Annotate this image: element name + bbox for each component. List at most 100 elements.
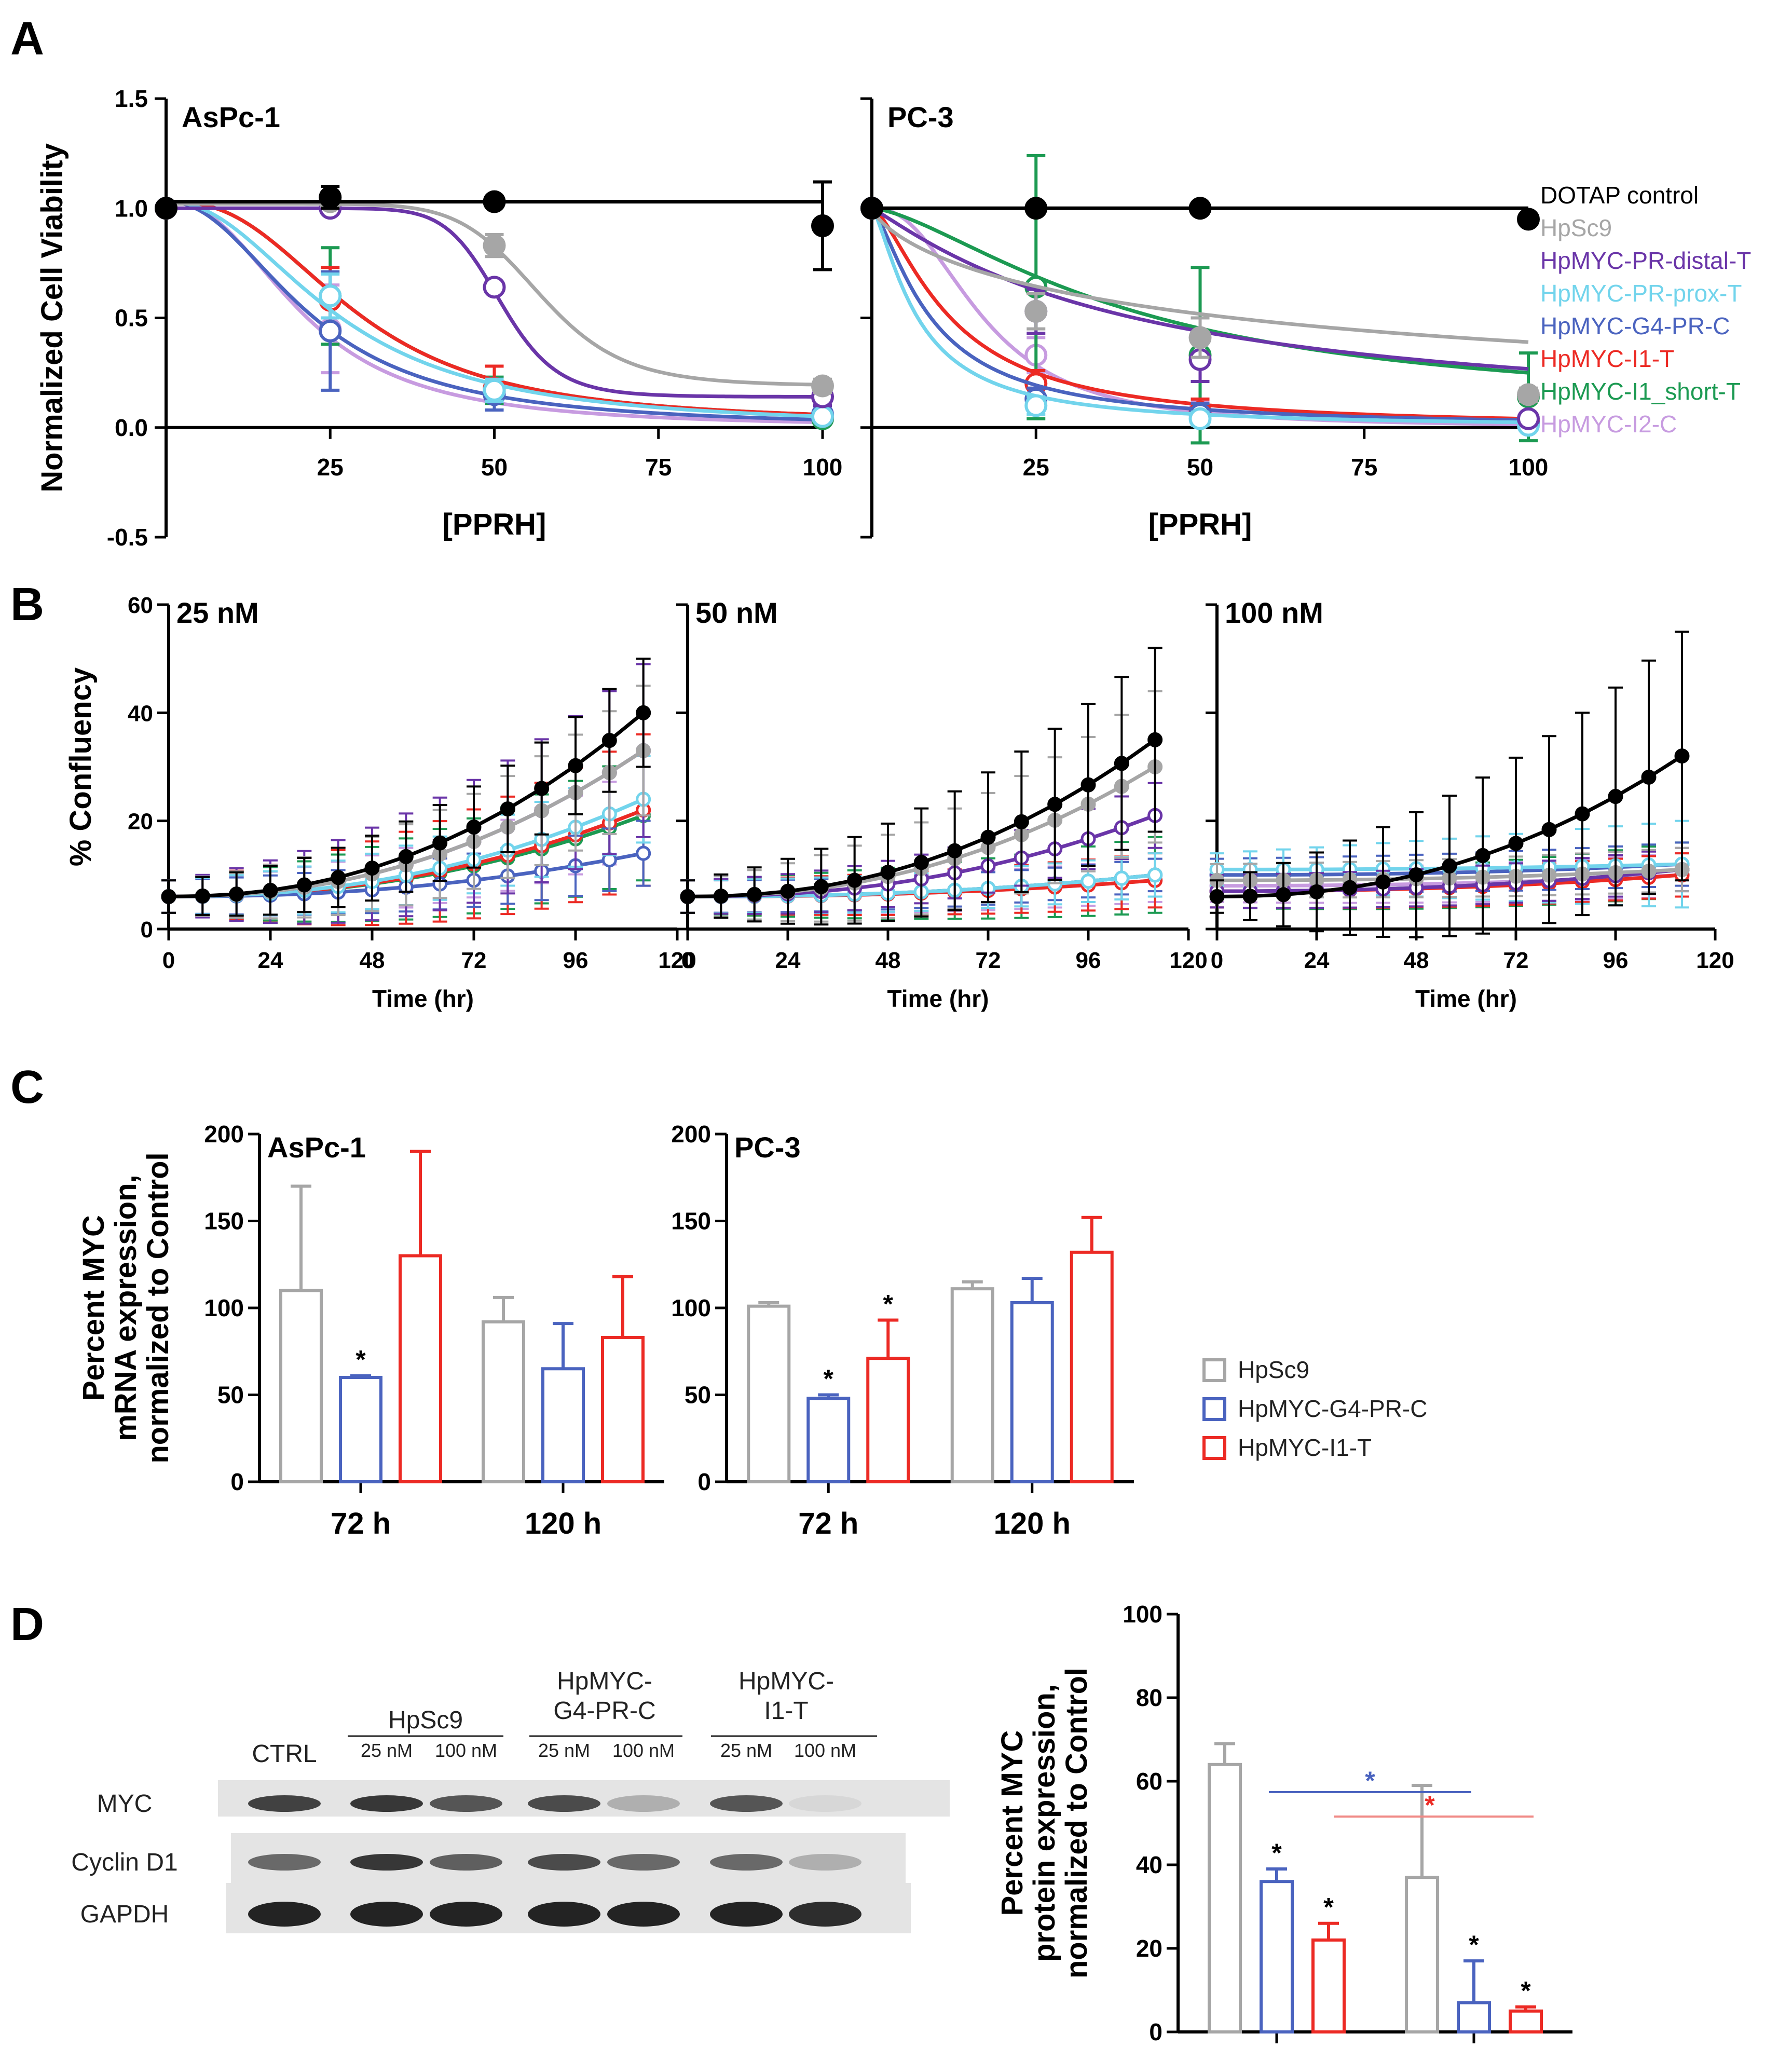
legend-swatch-hpmyc-g4-pr-c — [1202, 1397, 1226, 1421]
bar-hpsc9 — [279, 1289, 323, 1483]
blot-band — [350, 1795, 423, 1812]
point-dotap-control — [980, 829, 996, 845]
point-dotap-control — [1114, 756, 1129, 771]
chart-title: PC-3 — [887, 101, 954, 133]
significance-star: * — [883, 1289, 894, 1318]
point-dotap-control — [747, 886, 762, 902]
panel-label-c: C — [10, 1061, 44, 1113]
point-dotap-control — [1276, 887, 1291, 903]
y-tick-label: 100 — [204, 1294, 244, 1321]
lane-label-hpsc9: HpSc9 — [388, 1707, 463, 1734]
point-dotap-control — [811, 214, 834, 238]
lane-conc-label: 100 nM — [435, 1740, 497, 1761]
y-tick-label: 0.5 — [115, 305, 148, 332]
legend-item-dotap-control: DOTAP control — [1540, 182, 1699, 209]
point-dotap-control — [1147, 732, 1163, 747]
x-tick-label: 120 — [658, 948, 696, 973]
legend-item-hpmyc-g4-pr-c: HpMYC-G4-PR-C — [1238, 1395, 1427, 1422]
significance-star: * — [1323, 1893, 1334, 1922]
legend-item-hpmyc-pr-distal-t: HpMYC-PR-distal-T — [1540, 247, 1751, 274]
point-dotap-control — [1475, 848, 1490, 863]
point-hpmyc-pr-prox-t — [483, 378, 506, 402]
comparison-star-i1: * — [1425, 1791, 1435, 1820]
significance-star: * — [1469, 1930, 1479, 1959]
legend-item-hpmyc-i1-t: HpMYC-I1-T — [1238, 1434, 1372, 1461]
point-dotap-control — [263, 883, 278, 898]
blot-band — [248, 1902, 321, 1927]
y-tick-label: 1.5 — [115, 85, 148, 112]
bar-hpmyc-i1-t — [1070, 1250, 1114, 1484]
x-tick-label: 0 — [681, 948, 694, 973]
chart-c-pc3: 0 50 100 150 200 PC-3 72 h * * 120 h — [671, 1121, 1134, 1540]
point-dotap-control — [1517, 208, 1540, 231]
lane-label-ctrl: CTRL — [252, 1740, 317, 1768]
y-tick-label: 40 — [1136, 1851, 1162, 1878]
legend-c: HpSc9 HpMYC-G4-PR-C HpMYC-I1-T — [1202, 1356, 1427, 1461]
point-dotap-control — [229, 886, 244, 902]
blot-band — [430, 1902, 502, 1927]
legend-item-hpmyc-i1-short-t: HpMYC-I1_short-T — [1540, 378, 1741, 405]
point-dotap-control — [1541, 822, 1557, 837]
lane-conc-label: 25 nM — [538, 1740, 590, 1761]
x-tick-label: 0 — [162, 948, 175, 973]
point-hpmyc-g4-pr-c — [636, 845, 651, 861]
y-tick-label: 100 — [1123, 1601, 1162, 1628]
y-tick-label: 60 — [1136, 1768, 1162, 1795]
y-tick-label: 60 — [128, 593, 153, 618]
point-dotap-control — [1375, 874, 1391, 890]
blot-band — [248, 1854, 321, 1871]
chart-c-aspc1: 0 50 100 150 200 AsPc-1 72 h * 120 h Percent MYCm… — [77, 1121, 664, 1540]
bar-hpsc9 — [950, 1287, 994, 1483]
point-dotap-control — [466, 820, 482, 835]
point-dotap-control — [1209, 889, 1225, 904]
blot-band — [710, 1795, 783, 1812]
point-dotap-control — [847, 872, 863, 888]
blot-band — [710, 1854, 783, 1871]
blot-row-label: MYC — [97, 1790, 153, 1818]
blot-band — [248, 1795, 321, 1812]
x-tick-label: 0 — [1211, 948, 1223, 973]
x-category-label: 72 h — [798, 1507, 858, 1540]
panel-label-b: B — [10, 579, 44, 631]
legend-item-hpsc9: HpSc9 — [1540, 214, 1612, 241]
chart-a-aspc1: -0.5 0.0 0.5 1.0 1.5 25 50 75 100 AsPc-1 [PPRH] Nor… — [35, 85, 842, 551]
blot-band — [607, 1795, 680, 1812]
y-axis-label: Normalized Cell Viability — [35, 143, 69, 493]
point-dotap-control — [1024, 197, 1048, 220]
point-dotap-control — [1242, 889, 1258, 904]
point-dotap-control — [1309, 884, 1324, 899]
point-hpmyc-pr-distal-t — [1517, 407, 1540, 430]
x-category-label: 72 h — [331, 1507, 391, 1540]
blot-band — [710, 1902, 783, 1927]
x-tick-label: 48 — [360, 948, 385, 973]
point-dotap-control — [680, 889, 695, 904]
y-tick-label: 150 — [671, 1208, 711, 1235]
chart-b-100nm: 0 24 48 72 96 120 100 nM Time (hr) — [1206, 596, 1734, 1012]
lane-conc-label: 25 nM — [720, 1740, 772, 1761]
lane-label-i1-line2: I1-T — [764, 1697, 808, 1725]
point-hpmyc-pr-prox-t — [1147, 867, 1163, 883]
point-dotap-control — [432, 835, 448, 851]
legend-item-hpmyc-i2-c: HpMYC-I2-C — [1540, 411, 1677, 438]
lane-conc-label: 25 nM — [361, 1740, 413, 1761]
chart-d-protein: 0 20 40 60 80 100 25 nM * * 100 nM * * Percent MYCpr… — [995, 1601, 1572, 2061]
x-tick-label: 25 — [1023, 454, 1049, 481]
point-dotap-control — [1674, 748, 1690, 764]
x-tick-label: 72 — [976, 948, 1001, 973]
y-axis-label: protein expression, — [1028, 1684, 1061, 1962]
x-axis-label: Time (hr) — [372, 985, 474, 1012]
y-axis-label: normalized to Control — [141, 1152, 175, 1463]
x-tick-label: 120 — [1696, 948, 1734, 973]
blot-band — [607, 1854, 680, 1871]
significance-star: * — [824, 1364, 834, 1394]
chart-b-25nm: 0 20 40 60 0 24 48 72 96 120 25 nM Time (hr) % Confl… — [64, 593, 696, 1012]
point-hpmyc-pr-prox-t — [319, 284, 342, 308]
bar-hpmyc-g4-pr-c — [1457, 2001, 1491, 2033]
point-dotap-control — [534, 781, 550, 796]
y-axis-label: % Confluency — [64, 667, 98, 867]
y-tick-label: -0.5 — [107, 524, 148, 551]
x-category-label: 120 h — [525, 1507, 601, 1540]
comparison-star-g4: * — [1365, 1766, 1375, 1795]
significance-star: * — [355, 1345, 366, 1374]
